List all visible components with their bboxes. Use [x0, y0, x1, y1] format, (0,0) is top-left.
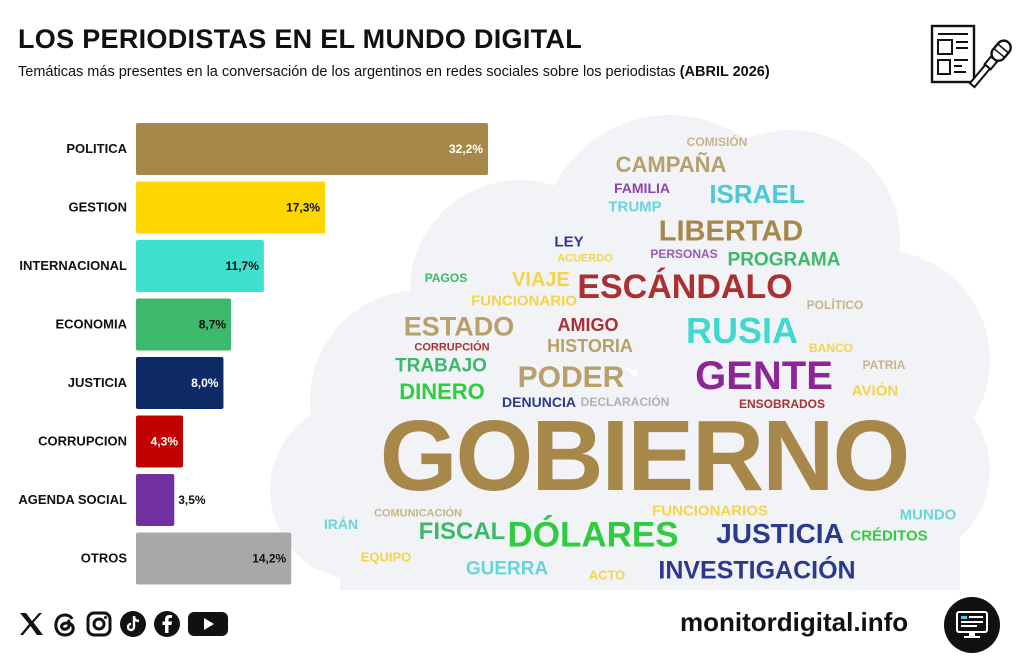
word-libertad: LIBERTAD: [658, 215, 804, 248]
threads-icon[interactable]: [50, 609, 80, 639]
bar-internacional: [136, 240, 264, 292]
page-subtitle: Temáticas más presentes en la conversaci…: [18, 64, 770, 80]
word-gente: GENTE: [695, 354, 833, 398]
word-funcionarios: FUNCIONARIOS: [652, 502, 768, 520]
website-link[interactable]: monitordigital.info: [680, 607, 909, 637]
category-label-otros: OTROS: [81, 551, 128, 566]
word-viaje: VIAJE: [512, 269, 570, 291]
bar-gestion: [136, 181, 326, 234]
word-trump: TRUMP: [608, 198, 662, 216]
category-label-corrupcion: CORRUPCION: [38, 434, 127, 449]
youtube-icon[interactable]: [186, 609, 230, 639]
word-ley: LEY: [554, 233, 584, 251]
word-campana: CAMPAÑA: [615, 152, 727, 177]
value-label-economia: 8,7%: [199, 318, 227, 332]
word-historia: HISTORIA: [547, 336, 633, 356]
word-corrupcion: CORRUPCIÓN: [414, 341, 490, 354]
word-dolares: DÓLARES: [507, 515, 679, 555]
category-label-agenda-social: AGENDA SOCIAL: [18, 492, 127, 507]
word-rusia: RUSIA: [685, 310, 799, 351]
word-fiscal: FISCAL: [418, 518, 506, 545]
word-acuerdo: ACUERDO: [557, 252, 613, 265]
word-amigo: AMIGO: [557, 315, 619, 335]
category-label-justicia: JUSTICIA: [68, 375, 128, 390]
page-title: LOS PERIODISTAS EN EL MUNDO DIGITAL: [18, 24, 583, 54]
word-funcionario: FUNCIONARIO: [471, 292, 577, 310]
word-programa: PROGRAMA: [727, 249, 841, 271]
value-label-internacional: 11,7%: [226, 259, 260, 273]
facebook-icon[interactable]: [152, 609, 182, 639]
value-label-gestion: 17,3%: [286, 201, 320, 215]
bar-corrupcion: [136, 415, 184, 468]
bar-economia: [136, 298, 232, 351]
social-icons: [16, 607, 230, 641]
bar-justicia: [136, 357, 224, 409]
category-label-economia: ECONOMIA: [56, 317, 128, 332]
word-declaracion: DECLARACIÓN: [580, 395, 670, 409]
word-politico: POLÍTICO: [806, 298, 864, 312]
instagram-icon[interactable]: [84, 609, 114, 639]
word-trabajo: TRABAJO: [395, 355, 487, 377]
word-equipo: EQUIPO: [360, 549, 412, 565]
word-pagos: PAGOS: [424, 271, 468, 285]
word-creditos: CRÉDITOS: [850, 527, 928, 545]
newspaper-microphone-icon: [930, 24, 1012, 89]
x-icon[interactable]: [16, 609, 46, 639]
word-familia: FAMILIA: [614, 180, 670, 196]
word-investigacion: INVESTIGACIÓN: [658, 556, 856, 585]
value-label-justicia: 8,0%: [191, 376, 219, 390]
value-label-politica: 32,2%: [449, 142, 483, 156]
word-escandalo: ESCÁNDALO: [577, 268, 793, 306]
bar-politica: [136, 123, 488, 175]
word-estado: ESTADO: [403, 311, 515, 342]
word-mundo: MUNDO: [899, 506, 957, 524]
category-label-politica: POLITICA: [66, 141, 127, 156]
tiktok-icon[interactable]: [118, 609, 148, 639]
word-patria: PATRIA: [862, 358, 906, 372]
word-banco: BANCO: [809, 341, 853, 355]
value-label-corrupcion: 4,3%: [151, 435, 179, 449]
word-poder: PODER: [517, 361, 625, 394]
word-acto: ACTO: [588, 567, 626, 583]
word-personas: PERSONAS: [650, 247, 718, 261]
category-label-gestion: GESTION: [68, 200, 127, 215]
word-ensobrados: ENSOBRADOS: [738, 397, 826, 411]
word-guerra: GUERRA: [465, 558, 549, 580]
word-gobierno: GOBIERNO: [379, 400, 910, 512]
word-denuncia: DENUNCIA: [502, 394, 576, 410]
bar-agenda-social: [136, 474, 175, 526]
word-justicia: JUSTICIA: [716, 518, 844, 549]
category-label-internacional: INTERNACIONAL: [19, 258, 127, 273]
word-comunicacion: COMUNICACIÓN: [374, 507, 462, 520]
word-avion: AVIÓN: [851, 382, 899, 400]
bar-otros: [136, 532, 292, 585]
word-iran: IRÁN: [323, 516, 359, 532]
word-comision: COMISIÓN: [686, 135, 748, 149]
subtitle-period: (ABRIL 2026): [679, 64, 770, 80]
value-label-otros: 14,2%: [252, 552, 286, 566]
subtitle-text: Temáticas más presentes en la conversaci…: [18, 64, 676, 80]
word-israel: ISRAEL: [709, 179, 805, 209]
word-dinero: DINERO: [399, 379, 485, 404]
monitor-logo-icon: [944, 597, 1000, 653]
value-label-agenda-social: 3,5%: [178, 493, 206, 507]
